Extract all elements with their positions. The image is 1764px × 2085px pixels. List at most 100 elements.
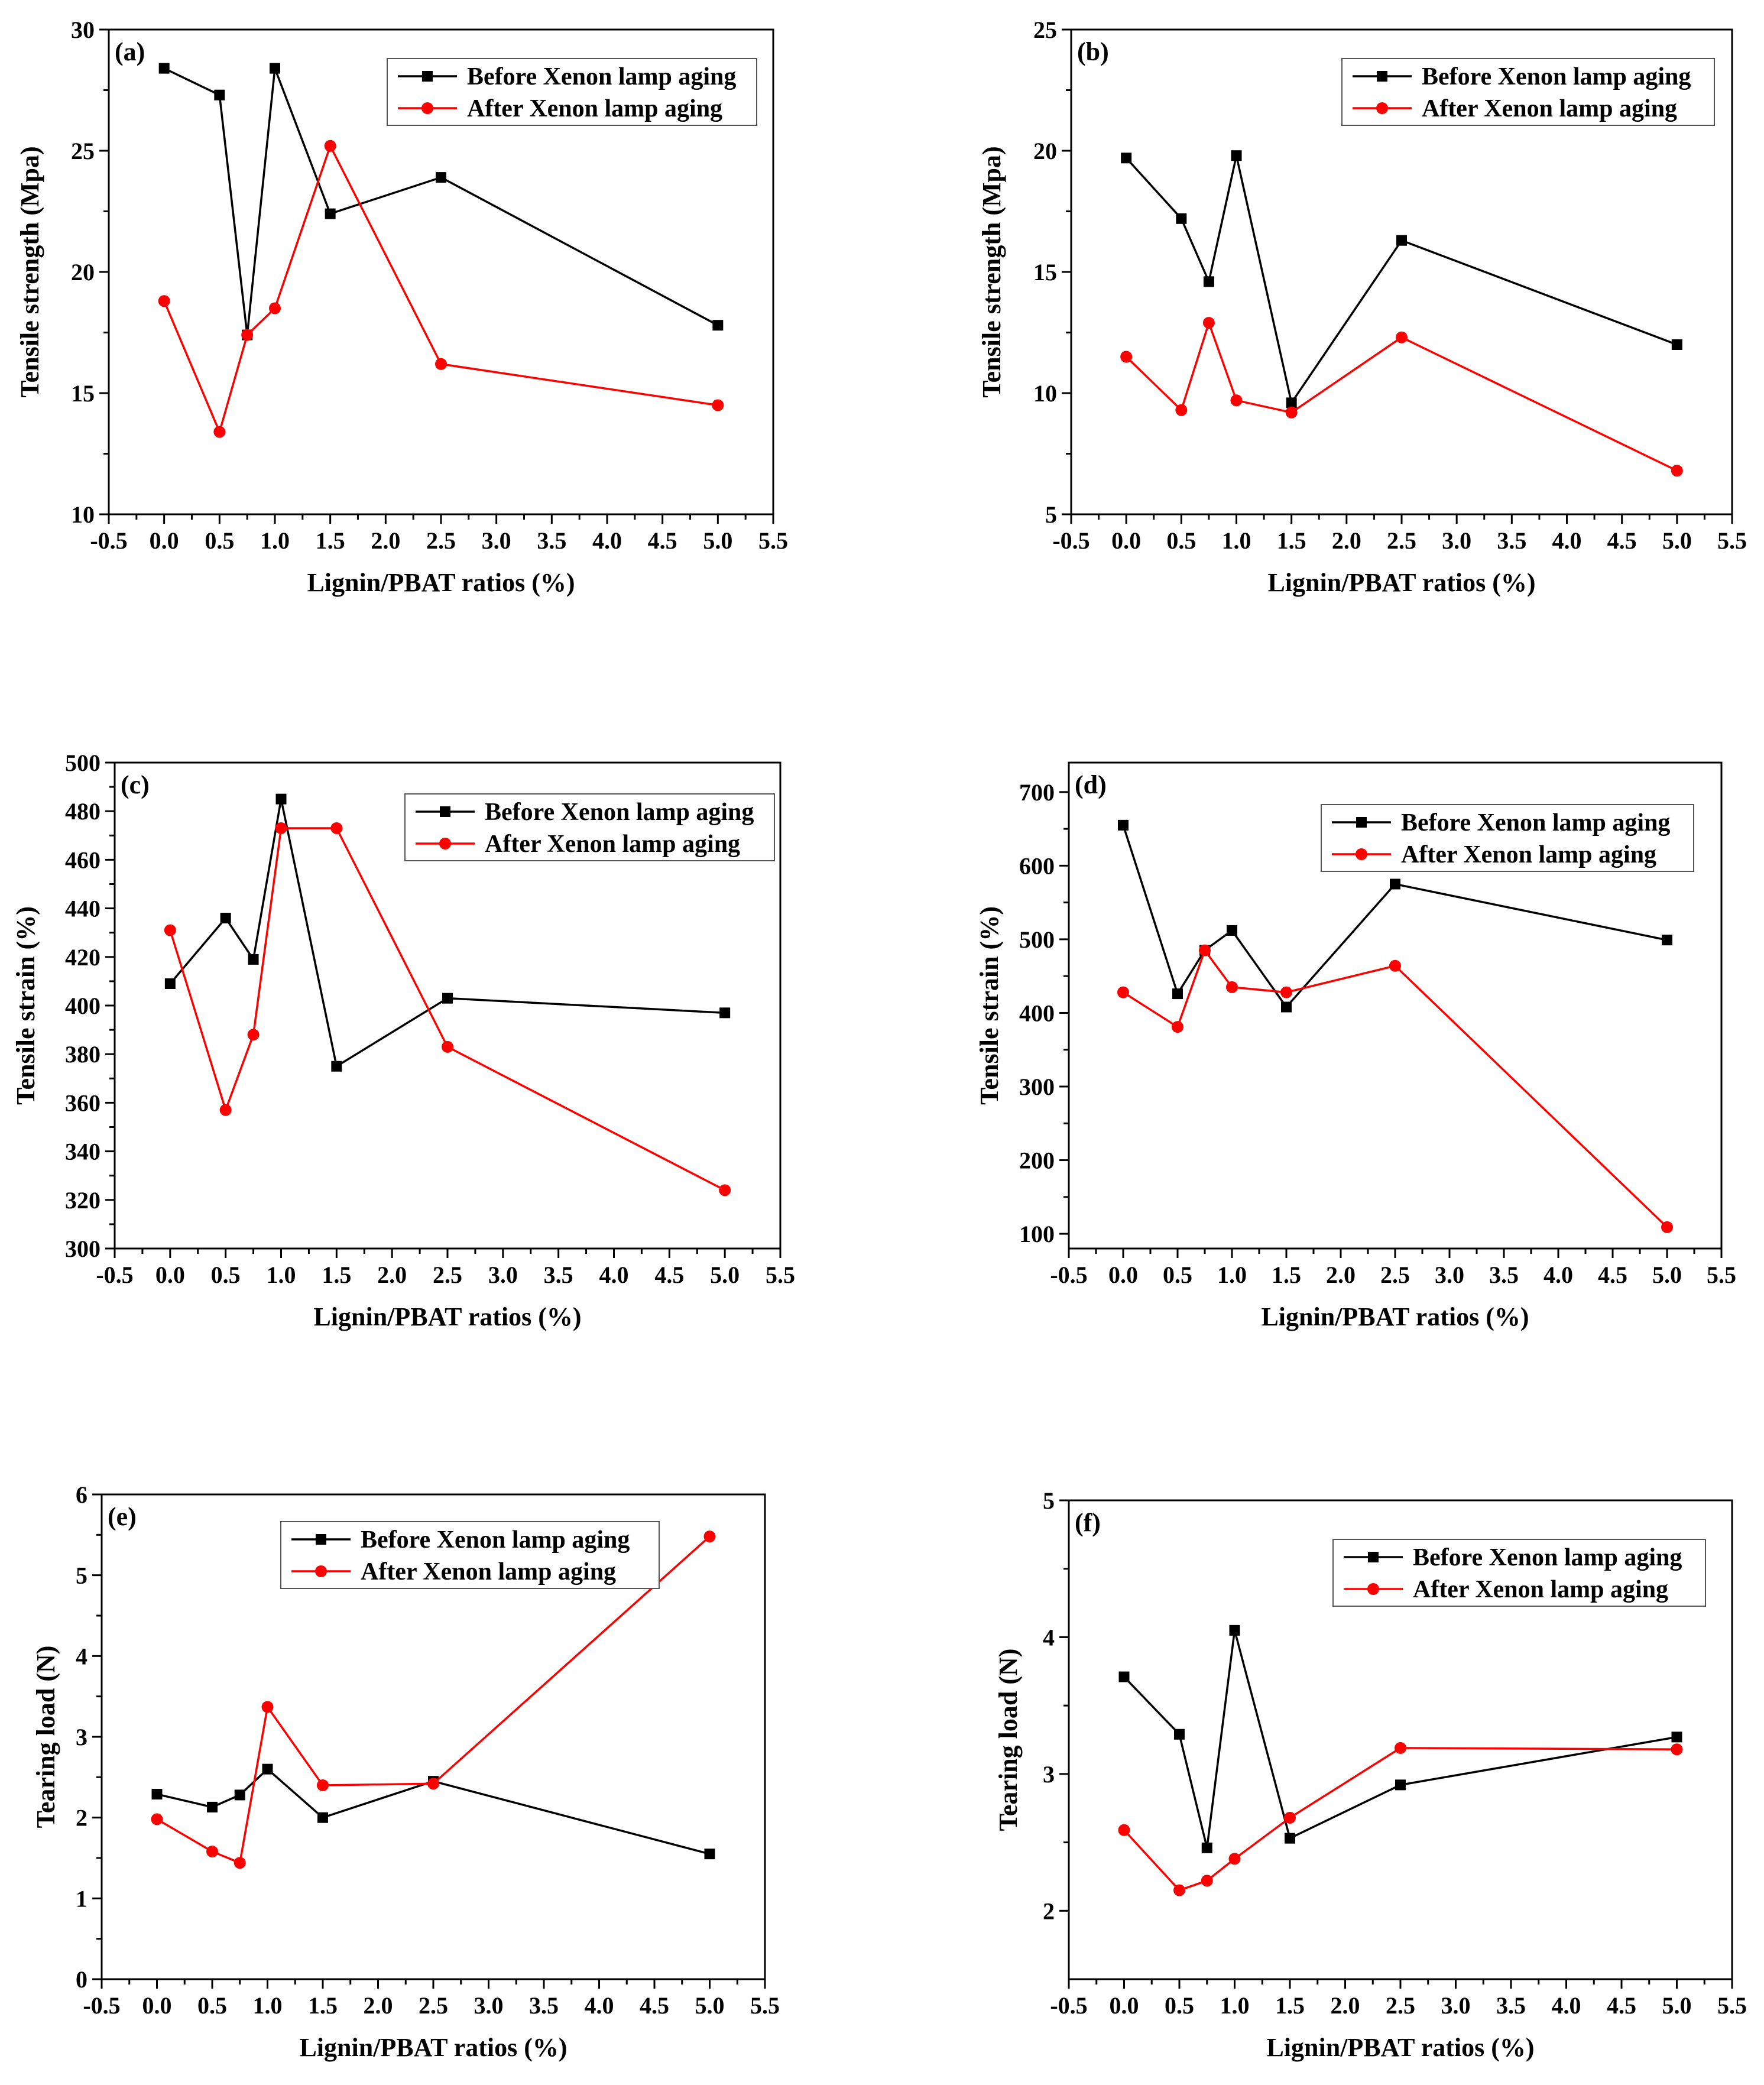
- before-data-point: [1201, 1842, 1212, 1853]
- after-data-point: [1284, 1811, 1296, 1824]
- x-tick-label: 4.0: [599, 1262, 629, 1288]
- y-tick-label: 4: [76, 1643, 87, 1669]
- after-series-line: [1123, 948, 1668, 1228]
- x-tick-label: 5.0: [1662, 1992, 1692, 2019]
- y-tick-label: 400: [65, 993, 100, 1019]
- y-axis-title: Tearing load (N): [31, 1646, 60, 1828]
- y-tick-label: 25: [1033, 17, 1057, 43]
- x-tick-label: 3.0: [482, 527, 511, 554]
- before-data-point: [262, 1763, 273, 1775]
- legend-box: [1332, 1539, 1706, 1607]
- x-tick-label: 5.5: [758, 527, 788, 554]
- x-tick-label: 2.0: [1331, 1992, 1360, 2019]
- x-tick-label: 0.5: [1165, 1992, 1194, 2019]
- legend-after-marker: [439, 838, 451, 849]
- after-data-point: [330, 822, 343, 834]
- y-tick-label: 5: [1045, 501, 1057, 528]
- panel-label: (a): [115, 37, 145, 66]
- after-data-point: [269, 302, 281, 314]
- panel-label: (e): [108, 1502, 137, 1531]
- legend-before-marker: [440, 806, 450, 817]
- after-data-point: [275, 822, 287, 834]
- x-tick-label: 2.5: [1380, 1262, 1410, 1288]
- y-tick-label: 300: [65, 1236, 100, 1262]
- y-axis-title: Tearing load (N): [994, 1649, 1023, 1831]
- legend-after-label: After Xenon lamp aging: [485, 831, 740, 858]
- legend-before-label: Before Xenon lamp aging: [467, 63, 736, 90]
- y-axis-title: Tensile strain (%): [975, 906, 1004, 1105]
- before-data-point: [1121, 153, 1132, 164]
- x-tick-label: 4.5: [1607, 527, 1637, 554]
- x-tick-label: 2.5: [426, 527, 456, 554]
- after-data-point: [1173, 1884, 1185, 1896]
- y-tick-label: 300: [1019, 1074, 1055, 1100]
- y-tick-label: 2: [76, 1805, 87, 1831]
- x-axis-title: Lignin/PBAT ratios (%): [307, 568, 575, 597]
- x-tick-label: 3.0: [474, 1992, 504, 2019]
- before-data-point: [1172, 988, 1183, 1000]
- after-data-point: [158, 295, 170, 307]
- after-data-point: [427, 1778, 439, 1790]
- y-axis-title: Tensile strain (%): [11, 906, 40, 1105]
- legend-after-marker: [421, 102, 433, 114]
- legend-after-marker: [315, 1565, 327, 1577]
- y-tick-label: 15: [71, 380, 95, 407]
- after-data-point: [1661, 1221, 1673, 1233]
- y-tick-label: 600: [1019, 852, 1055, 879]
- legend-after-label: After Xenon lamp aging: [1422, 95, 1677, 122]
- x-tick-label: 1.5: [308, 1992, 338, 2019]
- x-tick-label: 3.5: [544, 1262, 573, 1288]
- after-data-point: [1175, 404, 1188, 416]
- x-tick-label: 2.0: [1326, 1262, 1356, 1288]
- after-data-point: [1199, 944, 1211, 956]
- y-tick-label: 15: [1033, 259, 1057, 286]
- before-data-point: [1671, 339, 1682, 350]
- legend-box: [1341, 58, 1715, 126]
- x-tick-label: 3.0: [488, 1262, 518, 1288]
- after-data-point: [261, 1701, 274, 1713]
- after-data-point: [1396, 331, 1408, 343]
- after-data-point: [1389, 959, 1401, 972]
- x-tick-label: 2.0: [1332, 527, 1361, 554]
- after-data-point: [317, 1779, 329, 1791]
- y-axis-title: Tensile strength (Mpa): [977, 146, 1006, 397]
- after-data-point: [1671, 465, 1683, 477]
- before-data-point: [248, 954, 259, 965]
- x-tick-label: 2.0: [377, 1262, 407, 1288]
- after-data-point: [151, 1813, 163, 1825]
- x-tick-label: 5.5: [1707, 1262, 1736, 1288]
- x-tick-label: 0.5: [197, 1992, 227, 2019]
- before-data-point: [164, 978, 176, 990]
- x-tick-label: -0.5: [83, 1992, 120, 2019]
- x-tick-label: 1.5: [322, 1262, 351, 1288]
- legend-before-label: Before Xenon lamp aging: [485, 799, 754, 826]
- x-tick-label: 1.5: [1275, 1992, 1305, 2019]
- before-series-line: [1123, 1630, 1677, 1849]
- x-tick-label: 1.5: [316, 527, 345, 554]
- y-axis-title: Tensile strength (Mpa): [15, 146, 44, 397]
- x-tick-label: 1.0: [260, 527, 290, 554]
- after-data-point: [1671, 1743, 1683, 1756]
- y-tick-label: 100: [1019, 1221, 1055, 1247]
- before-data-point: [1281, 1001, 1292, 1013]
- after-data-point: [712, 399, 724, 411]
- after-data-point: [719, 1184, 731, 1196]
- after-data-point: [241, 329, 254, 341]
- after-data-point: [247, 1029, 260, 1041]
- x-tick-label: 1.0: [1220, 1992, 1250, 2019]
- x-tick-label: 5.5: [1717, 1992, 1747, 2019]
- after-data-point: [1230, 394, 1243, 407]
- x-tick-label: 5.0: [1652, 1262, 1682, 1288]
- panel-label: (b): [1077, 37, 1109, 66]
- before-data-point: [214, 89, 225, 100]
- before-data-point: [331, 1061, 342, 1072]
- before-data-point: [1285, 1833, 1295, 1844]
- y-tick-label: 500: [65, 750, 100, 776]
- before-data-point: [275, 793, 287, 805]
- x-tick-label: 3.5: [1496, 1992, 1526, 2019]
- before-data-point: [234, 1789, 245, 1801]
- y-tick-label: 2: [1043, 1898, 1055, 1924]
- before-data-point: [1396, 235, 1407, 246]
- x-tick-label: 4.5: [640, 1992, 669, 2019]
- x-tick-label: 0.0: [155, 1262, 185, 1288]
